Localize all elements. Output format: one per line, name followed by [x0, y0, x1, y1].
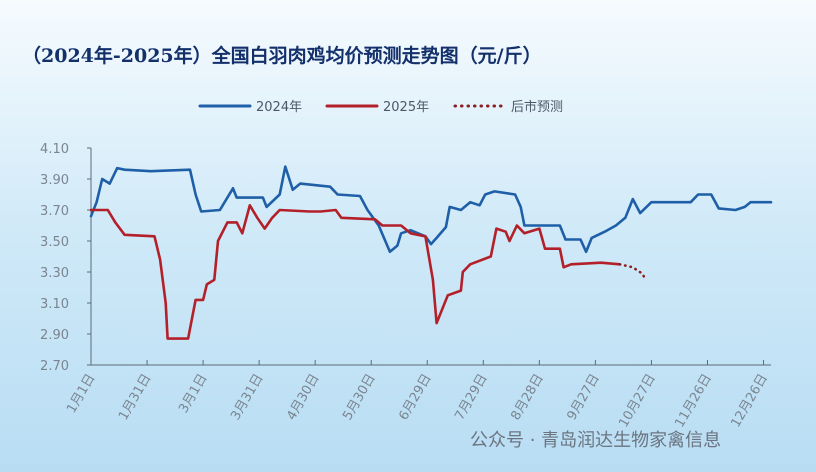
watermark: 公众号 · 青岛润达生物家禽信息	[470, 430, 721, 451]
series-line	[89, 204, 621, 340]
series-line	[89, 165, 773, 254]
legend-label: 2025年	[383, 100, 429, 115]
y-tick-label: 3.10	[40, 297, 69, 312]
legend-label: 后市预测	[511, 99, 563, 115]
y-tick-label: 2.90	[40, 328, 69, 343]
series-line	[618, 263, 648, 282]
y-tick-label: 3.30	[40, 266, 69, 281]
chart-title: （2024年-2025年）全国白羽肉鸡均价预测走势图（元/斤）	[22, 44, 542, 67]
y-tick-label: 2.70	[40, 359, 69, 374]
legend-label: 2024年	[256, 100, 302, 115]
y-tick-label: 3.90	[40, 173, 69, 188]
y-tick-label: 4.10	[40, 142, 69, 157]
y-tick-label: 3.50	[40, 235, 69, 250]
y-tick-label: 3.70	[40, 204, 69, 219]
